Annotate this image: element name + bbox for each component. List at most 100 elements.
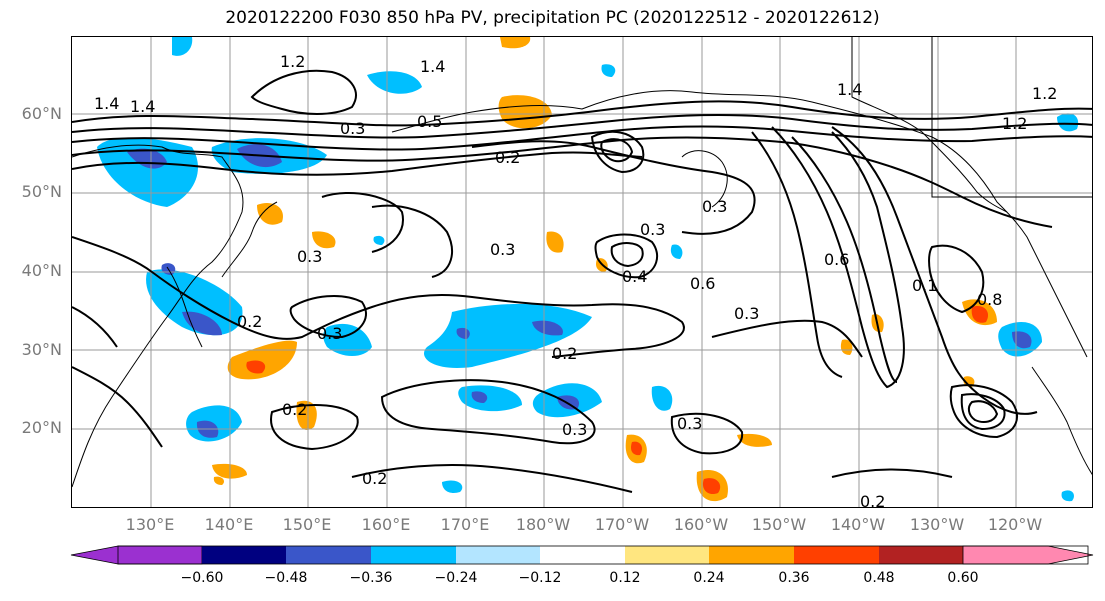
contour-label: 1.4 — [420, 57, 445, 76]
contour-line — [610, 242, 644, 268]
contour-line — [72, 113, 1092, 139]
contour-label: 0.5 — [417, 112, 442, 131]
contour-label: 0.2 — [860, 492, 885, 508]
contour-label: 0.2 — [552, 344, 577, 363]
lon-label-130w: 130°W — [909, 515, 965, 534]
precip-area — [373, 235, 385, 245]
map-title: 2020122200 F030 850 hPa PV, precipitatio… — [225, 8, 880, 28]
precip-area — [702, 478, 721, 495]
precip-area — [257, 202, 283, 225]
lon-label-150w: 150°W — [751, 515, 807, 534]
coastlines — [72, 37, 1092, 488]
colorbar-segment — [202, 546, 286, 564]
contour-line — [72, 366, 163, 448]
lat-label-60n: 60°N — [21, 104, 62, 123]
precip-area — [630, 441, 643, 456]
contour-label: 0.6 — [690, 274, 715, 293]
pv-contours — [72, 69, 1092, 493]
precip-area — [97, 137, 198, 207]
contour-line — [321, 191, 404, 253]
contour-line — [670, 412, 744, 455]
contour-label: 0.2 — [282, 400, 307, 419]
precip-area — [456, 327, 470, 339]
colorbar-segment — [879, 546, 963, 564]
contour-line — [380, 379, 596, 445]
lon-label-150e: 150°E — [282, 515, 332, 534]
lon-label-180w: 180°W — [515, 515, 571, 534]
contour-line — [72, 100, 1092, 127]
colorbar-segment — [70, 545, 203, 565]
contour-label: 1.4 — [130, 97, 155, 116]
contour-labels: 1.2 1.4 1.4 1.4 0.3 0.5 0.2 0.3 0.3 0.3 … — [94, 52, 1057, 508]
precip-area — [312, 231, 336, 249]
contour-line — [831, 126, 1038, 415]
lon-label-140e: 140°E — [204, 515, 254, 534]
contour-label: 1.4 — [94, 94, 119, 113]
colorbar-segment — [371, 546, 456, 564]
contour-line — [831, 468, 953, 478]
precip-area — [296, 400, 317, 430]
precip-area — [458, 385, 522, 412]
contour-label: 0.2 — [237, 312, 262, 331]
contour-label: 0.3 — [640, 220, 665, 239]
colorbar-tick-label: −0.48 — [264, 570, 308, 586]
colorbar-segment — [540, 546, 625, 564]
contour-label: 0.6 — [824, 250, 849, 269]
contour-line — [72, 306, 118, 348]
precip-area — [1012, 331, 1032, 349]
colorbar-tick-label: 0.48 — [863, 570, 895, 586]
contour-line — [594, 233, 659, 279]
precip-area — [442, 480, 463, 493]
map-plot: 1.2 1.4 1.4 1.4 0.3 0.5 0.2 0.3 0.3 0.3 … — [72, 37, 1092, 508]
precip-area — [651, 385, 673, 411]
precip-area — [1057, 113, 1079, 132]
contour-label: 1.4 — [837, 80, 862, 99]
precip-area — [182, 311, 222, 336]
contour-label: 0.2 — [362, 469, 387, 488]
colorbar-segment — [625, 546, 709, 564]
precip-area — [546, 231, 564, 253]
colorbar-tick-label: 0.60 — [947, 570, 979, 586]
colorbar-segment — [709, 546, 794, 564]
precip-area — [601, 64, 616, 77]
lat-label-40n: 40°N — [21, 261, 62, 280]
precip-area — [471, 391, 488, 403]
precip-area — [213, 476, 225, 485]
contour-line — [250, 69, 357, 115]
colorbar-segment — [286, 546, 371, 564]
contour-line — [289, 295, 367, 339]
contour-line — [270, 404, 359, 451]
lon-label-120w: 120°W — [987, 515, 1043, 534]
contour-label: 0.3 — [562, 420, 587, 439]
contour-line — [967, 400, 999, 423]
lon-label-170w: 170°W — [594, 515, 650, 534]
contour-label: 0.3 — [677, 414, 702, 433]
colorbar-segment — [456, 546, 540, 564]
precip-area — [737, 433, 772, 447]
contour-label: 1.2 — [1002, 114, 1027, 133]
precip-area — [367, 71, 422, 94]
colorbar-tick-label: 0.24 — [693, 570, 725, 586]
lon-label-140w: 140°W — [830, 515, 886, 534]
precip-area — [670, 244, 683, 259]
contour-label: 0.1 — [912, 276, 937, 295]
map-panel: 1.2 1.4 1.4 1.4 0.3 0.5 0.2 0.3 0.3 0.3 … — [71, 36, 1093, 508]
lon-label-130e: 130°E — [125, 515, 175, 534]
precip-area — [971, 306, 989, 323]
contour-label: 0.3 — [340, 119, 365, 138]
contour-label: 0.3 — [490, 240, 515, 259]
colorbar-tick-label: 0.12 — [609, 570, 641, 586]
colorbar-tick-label: −0.12 — [518, 570, 562, 586]
colorbar-segment — [794, 546, 879, 564]
lon-label-160e: 160°E — [361, 515, 411, 534]
colorbar-tick-label: −0.60 — [180, 570, 224, 586]
contour-line — [471, 140, 756, 235]
colorbar-segment — [962, 545, 1094, 565]
colorbar-tick-label: −0.24 — [434, 570, 478, 586]
contour-line — [791, 136, 898, 383]
contour-label: 0.3 — [734, 304, 759, 323]
precip-area — [172, 37, 193, 56]
contour-line — [590, 130, 645, 174]
contour-line — [960, 393, 1006, 431]
contour-label: 0.2 — [495, 148, 520, 167]
